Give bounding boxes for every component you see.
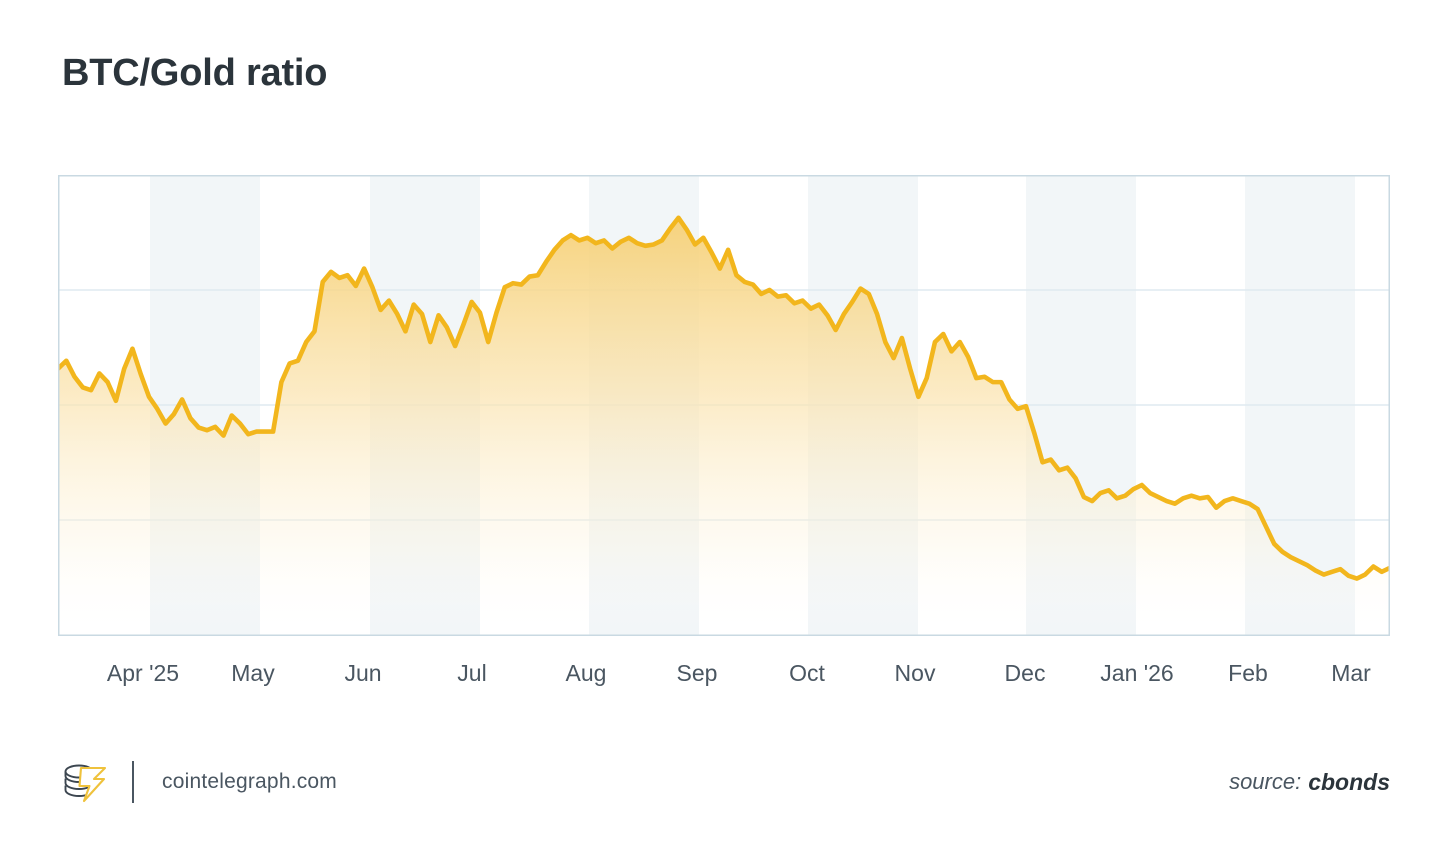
chart-footer: cointelegraph.com source: cbonds [62,752,1390,812]
source-name: cbonds [1308,768,1390,795]
x-axis-tick-jan-26: Jan '26 [1100,660,1174,686]
chart-area-fill [58,217,1390,636]
chart-plot-area [58,175,1390,636]
x-axis-tick-aug: Aug [565,660,607,686]
x-axis-tick-jul: Jul [457,660,487,686]
x-axis-tick-sep: Sep [676,660,718,686]
page-title: BTC/Gold ratio [62,52,328,94]
x-axis-tick-mar: Mar [1331,660,1371,686]
x-axis-tick-may: May [231,660,275,686]
x-axis-tick-apr-25: Apr '25 [106,660,180,686]
brand-divider [132,761,134,803]
x-axis-labels: Apr '25 May Jun Jul Aug Sep Oct Nov Dec Jan '26 Fe… [58,660,1390,710]
x-axis-tick-dec: Dec [1004,660,1046,686]
cointelegraph-logo-icon [64,764,107,803]
source-prefix: source: [1229,769,1302,794]
chart-svg [58,175,1390,636]
x-axis-tick-feb: Feb [1228,660,1268,686]
x-axis-tick-nov: Nov [894,660,936,686]
plot-border [58,175,1390,636]
source-attribution: source: cbonds [1229,752,1390,812]
chart-line [58,215,1390,581]
brand-text: cointelegraph.com [162,770,337,793]
x-axis-tick-jun: Jun [344,660,382,686]
x-axis-tick-oct: Oct [789,660,825,686]
brand-block: cointelegraph.com [62,752,337,812]
